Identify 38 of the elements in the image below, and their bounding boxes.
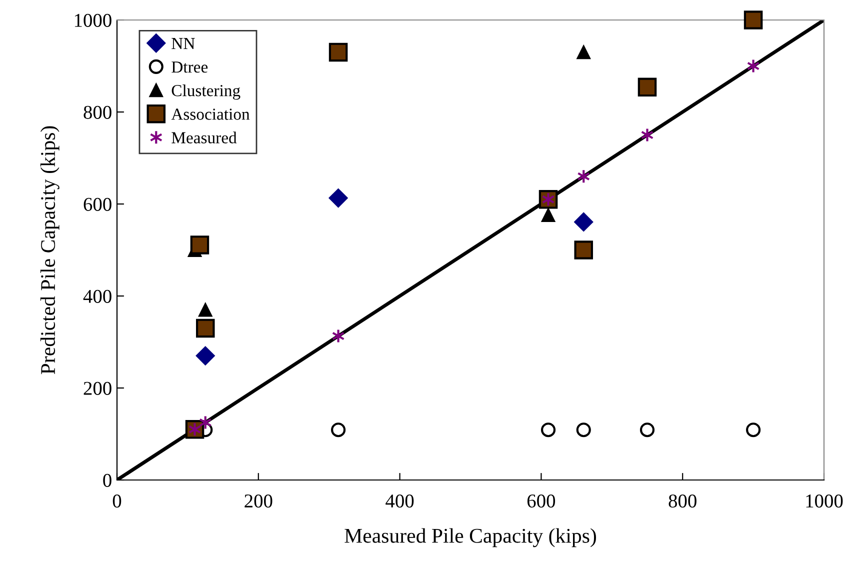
x-tick-label: 0: [112, 494, 122, 508]
point: [190, 236, 210, 254]
point: [574, 240, 593, 260]
legend-label: Dtree: [172, 62, 208, 73]
x-tick-label: 800: [668, 494, 696, 508]
y-axis-title: Predicted Pile Capacity (kips): [40, 126, 60, 374]
legend-label: Clustering: [172, 84, 240, 100]
y-tick-label: 800: [84, 106, 112, 119]
point: [196, 346, 215, 366]
point: [328, 188, 348, 208]
x-tick-label: 600: [527, 494, 556, 508]
point: [744, 10, 763, 30]
legend-label: Association: [171, 108, 250, 120]
x-tick-label: 1000: [806, 494, 843, 508]
y-tick-label: 200: [84, 382, 112, 395]
y-tick-label: 0: [103, 474, 112, 487]
legend-label: Measured: [172, 132, 237, 144]
y-tick-label: 600: [84, 198, 112, 211]
x-axis-title: Measured Pile Capacity (kips): [344, 528, 596, 548]
point: [746, 422, 761, 438]
point: [328, 42, 348, 62]
point: [576, 45, 591, 60]
point: [332, 328, 345, 344]
y-tick-label: 400: [83, 290, 112, 303]
point: [196, 318, 215, 338]
point: [198, 302, 212, 317]
x-tick-label: 200: [244, 494, 272, 508]
y-tick-label: 1000: [74, 14, 112, 27]
x-tick-label: 400: [386, 494, 414, 508]
point: [540, 422, 556, 438]
point: [576, 422, 591, 438]
legend-label: NN: [172, 38, 195, 49]
point: [330, 422, 346, 438]
point: [640, 422, 655, 438]
point: [640, 128, 654, 142]
point: [638, 78, 657, 97]
point: [541, 208, 556, 222]
point: [574, 212, 594, 232]
